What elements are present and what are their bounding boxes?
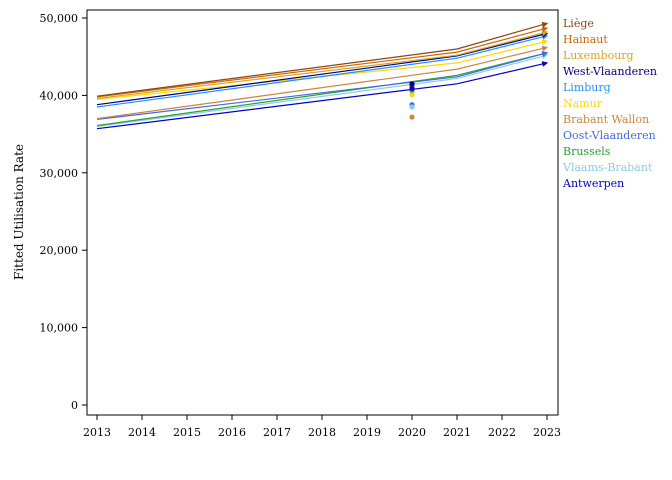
series-line: [96, 30, 549, 100]
legend-entry: Hainaut: [563, 33, 608, 46]
x-axis: 2013 2014 2015 2016 2017 2018 2019 2020 2021 2022…: [83, 415, 561, 439]
series-line: [96, 34, 549, 108]
series-line: [96, 39, 549, 100]
legend-entry: Brussels: [563, 145, 611, 158]
y-tick-label: 30,000: [40, 167, 79, 180]
series-line: [96, 21, 549, 97]
y-tick-label: 40,000: [40, 89, 79, 102]
legend-entry: Brabant Wallon: [563, 113, 649, 126]
x-tick-label: 2017: [263, 426, 291, 439]
data-point-2020: [409, 104, 415, 110]
legend-entry: Limburg: [563, 81, 611, 94]
data-point-2020: [409, 81, 415, 87]
x-tick-label: 2015: [173, 426, 201, 439]
series-line: [96, 51, 549, 120]
y-axis: 0 10,000 20,000 30,000 40,000 50,000: [40, 12, 87, 412]
legend-entry: West-Vlaanderen: [563, 65, 657, 78]
data-point-2020: [409, 85, 415, 92]
y-tick-label: 0: [71, 399, 78, 412]
series-line: [96, 53, 549, 127]
series-line: [96, 31, 549, 106]
x-tick-label: 2016: [218, 426, 246, 439]
legend: Liège Hainaut Luxembourg West-Vlaanderen Lim…: [562, 17, 657, 190]
x-tick-label: 2014: [128, 426, 156, 439]
legend-entry: Oost-Vlaanderen: [563, 129, 656, 142]
series-points: [409, 81, 415, 120]
series-line: [96, 61, 549, 130]
x-tick-label: 2023: [533, 426, 561, 439]
legend-entry: Liège: [563, 17, 594, 30]
x-tick-label: 2019: [353, 426, 381, 439]
plot-area-frame: [86, 9, 559, 416]
y-tick-label: 50,000: [40, 12, 79, 25]
x-tick-label: 2013: [83, 426, 111, 439]
legend-entry: Antwerpen: [562, 177, 624, 190]
x-tick-label: 2018: [308, 426, 336, 439]
series-line: [96, 26, 549, 98]
x-tick-label: 2022: [488, 426, 516, 439]
y-axis-title: Fitted Utilisation Rate: [12, 144, 26, 280]
series-lines: [96, 21, 549, 130]
legend-entry: Namur: [563, 97, 603, 110]
legend-entry: Luxembourg: [563, 49, 634, 62]
x-tick-label: 2020: [398, 426, 426, 439]
series-line: [96, 45, 549, 120]
data-point-2020: [409, 114, 415, 120]
x-tick-label: 2021: [443, 426, 471, 439]
legend-entry: Vlaams-Brabant: [562, 161, 653, 174]
y-tick-label: 20,000: [40, 244, 79, 257]
y-tick-label: 10,000: [40, 322, 79, 335]
data-point-2020: [409, 92, 415, 98]
